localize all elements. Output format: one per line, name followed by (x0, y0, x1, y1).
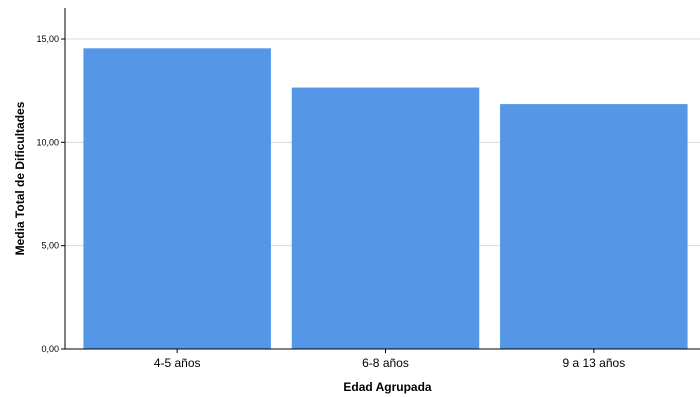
y-tick-label: 10,00 (36, 137, 59, 147)
bar (291, 87, 480, 350)
y-tick-labels: 0,00 5,00 10,00 15,00 (36, 34, 65, 354)
y-tick-label: 15,00 (36, 34, 59, 44)
x-tick-labels: 4-5 años 6-8 años 9 a 13 años (154, 349, 625, 370)
y-axis-title: Media Total de Dificultades (13, 101, 27, 255)
bar (500, 104, 688, 349)
bars (83, 48, 688, 350)
y-tick-label: 0,00 (41, 344, 59, 354)
bar (83, 48, 271, 350)
x-tick-label: 9 a 13 años (562, 356, 625, 370)
x-tick-label: 6-8 años (362, 356, 409, 370)
x-axis-title: Edad Agrupada (343, 380, 432, 394)
x-tick-label: 4-5 años (154, 356, 201, 370)
y-tick-label: 5,00 (41, 241, 59, 251)
